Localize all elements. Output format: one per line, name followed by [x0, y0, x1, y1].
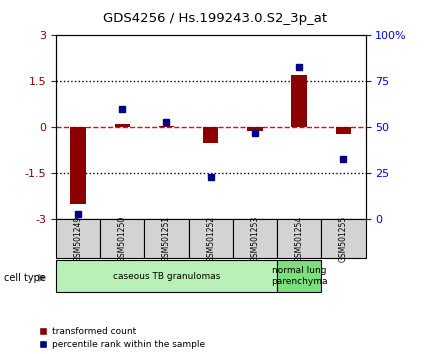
Text: GSM501251: GSM501251 — [162, 216, 171, 262]
Bar — [70, 127, 86, 204]
Text: GDS4256 / Hs.199243.0.S2_3p_at: GDS4256 / Hs.199243.0.S2_3p_at — [103, 12, 327, 25]
FancyBboxPatch shape — [277, 219, 321, 258]
FancyBboxPatch shape — [100, 219, 144, 258]
Bar — [114, 124, 130, 127]
Text: GSM501253: GSM501253 — [250, 216, 259, 262]
Text: GSM501254: GSM501254 — [295, 216, 304, 262]
Text: GSM501252: GSM501252 — [206, 216, 215, 262]
Text: normal lung
parenchyma: normal lung parenchyma — [271, 267, 327, 286]
FancyBboxPatch shape — [56, 260, 277, 292]
Bar — [292, 75, 307, 127]
Text: GSM501249: GSM501249 — [74, 216, 83, 262]
FancyBboxPatch shape — [189, 219, 233, 258]
Bar — [159, 126, 174, 127]
Legend: transformed count, percentile rank within the sample: transformed count, percentile rank withi… — [39, 327, 206, 349]
FancyBboxPatch shape — [277, 260, 321, 292]
Bar — [203, 127, 218, 143]
Text: cell type: cell type — [4, 273, 46, 283]
Text: GSM501255: GSM501255 — [339, 216, 348, 262]
FancyBboxPatch shape — [321, 219, 366, 258]
FancyBboxPatch shape — [56, 219, 100, 258]
FancyBboxPatch shape — [144, 219, 189, 258]
FancyBboxPatch shape — [233, 219, 277, 258]
Text: caseous TB granulomas: caseous TB granulomas — [113, 272, 220, 281]
Text: GSM501250: GSM501250 — [118, 216, 127, 262]
Bar — [247, 127, 263, 131]
Bar — [336, 127, 351, 133]
